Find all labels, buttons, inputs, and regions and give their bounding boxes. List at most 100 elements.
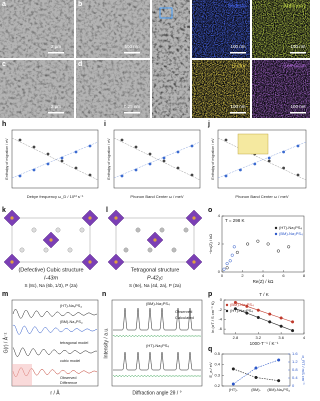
curve-label: Difference (60, 381, 77, 385)
panel-letter: a (2, 1, 6, 8)
y-tick-label: -4 (218, 316, 222, 321)
marker (74, 166, 78, 170)
y-tick-label: 4 (218, 213, 221, 218)
x-tick-label: (BM)- (251, 388, 261, 392)
marker (148, 162, 152, 166)
data-point (256, 239, 260, 243)
curve-label: (BM)-Na₃PS₄ (146, 301, 170, 306)
marker (46, 152, 50, 156)
trend-line (11, 137, 99, 181)
y-tick-label: -6 (218, 326, 222, 331)
trend-line (11, 141, 99, 179)
x-tick-label: 2.8 (233, 335, 239, 340)
panel-letter: i (104, 121, 106, 128)
pdf-curve (12, 347, 98, 357)
trend-line (113, 141, 201, 179)
y-axis-label: Enthalpy of migration / eV (211, 138, 215, 180)
chart-title: T = 298 K (225, 218, 245, 223)
series-line (235, 308, 293, 331)
legend-label: (HT)-Na₃PS₄ (230, 308, 253, 313)
y-axis-label: ln (σT / S cm⁻¹ K) (210, 301, 215, 333)
panel-letter: p (208, 291, 212, 298)
data-point (225, 266, 229, 270)
na-atom (171, 247, 177, 253)
scale-label: 0.25 nm (124, 104, 141, 109)
x-tick-label: 2 (241, 273, 244, 278)
data-point (232, 245, 236, 249)
y-axis-label: G(r) / Å⁻² (2, 332, 9, 353)
unit-cell (11, 217, 91, 263)
eds-signal (252, 0, 310, 58)
p-atom (49, 238, 53, 242)
marker (120, 138, 124, 142)
curve-label: Observed (175, 309, 192, 314)
marker (282, 150, 285, 154)
y-tick-label: 0.3 (214, 372, 220, 377)
x-tick-label: (HT)- (229, 388, 239, 392)
p-atom (10, 216, 14, 220)
plot-frame (11, 129, 99, 189)
x-tick-label: 4 (303, 335, 306, 340)
x-axis-label: 1000·T⁻¹ / K⁻¹ (250, 341, 279, 346)
pdf-curve (12, 324, 98, 335)
data-point (233, 300, 237, 304)
inset (237, 133, 269, 155)
curve-label: (HT)-Na₃PS₄ (60, 304, 82, 308)
y-tick-label: 0.4 (214, 362, 220, 367)
marker (267, 156, 271, 160)
series-line (233, 368, 279, 381)
scale-bar (48, 52, 64, 54)
data-point (231, 382, 235, 386)
x-axis-label: Diffraction angle 2θ / ° (132, 390, 181, 396)
p-atom (153, 238, 157, 242)
curve-label: Observed (60, 376, 76, 380)
marker (32, 145, 36, 149)
data-point (235, 250, 239, 254)
p-atom (114, 216, 118, 220)
marker (18, 138, 22, 142)
scale-label: 100 nm (230, 104, 245, 109)
panel-letter: n (102, 291, 106, 298)
panel-letter: b (78, 1, 82, 8)
eds-signal (252, 60, 310, 118)
y-axis-label: Intensity / a.u. (103, 327, 109, 358)
marker (60, 156, 64, 160)
y2-tick-label: 1.6 (292, 351, 298, 356)
y-axis-label: E_a / eV (208, 362, 213, 378)
scale-bar (124, 52, 140, 54)
y2-axis-label: σ_RT / mS cm⁻¹ (301, 355, 306, 385)
panel-letter: j (207, 121, 210, 128)
unit-cell (115, 217, 195, 263)
panel-letter: q (208, 346, 212, 353)
marker (190, 144, 194, 148)
marker (282, 166, 285, 170)
series-line (235, 302, 293, 323)
na-atom (55, 227, 61, 233)
scale-label: 100 nm (230, 44, 245, 49)
marker (253, 162, 257, 166)
data-point (279, 324, 283, 328)
y-tick-label: 2 (218, 241, 221, 246)
plot-frame (223, 299, 305, 335)
structure-title: Tetragonal structure (131, 267, 180, 273)
y-axis-label: Enthalpy of migration / eV (5, 138, 9, 180)
data-point (256, 308, 260, 312)
data-point (245, 311, 249, 315)
data-point (277, 358, 281, 362)
data-point (268, 312, 272, 316)
x-tick-label: 6 (282, 273, 285, 278)
data-point (291, 329, 295, 333)
marker (134, 168, 138, 172)
trend-line (217, 141, 307, 179)
scale-bar (48, 112, 64, 114)
series-line (233, 359, 279, 385)
data-point (230, 253, 234, 257)
y2-tick-label: 0.8 (292, 367, 298, 372)
marker (88, 144, 92, 148)
data-point (254, 375, 258, 380)
marker (60, 159, 64, 163)
marker (296, 173, 300, 177)
overview-texture (152, 0, 190, 118)
x-tick-label: 3.6 (278, 335, 284, 340)
site-label: S (8c), Na (6b, 1/3), P (2a) (25, 283, 78, 288)
